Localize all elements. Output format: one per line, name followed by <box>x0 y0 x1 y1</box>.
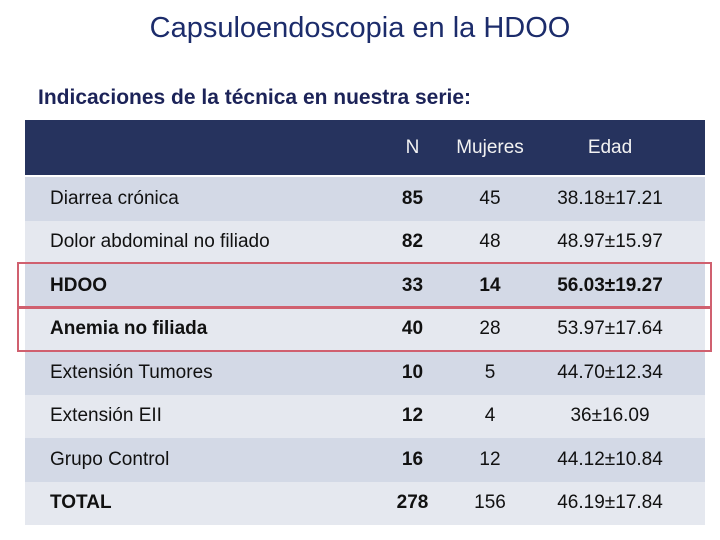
table-cell: 44.12±10.84 <box>557 448 663 470</box>
highlight-box <box>17 262 712 309</box>
table-cell: 16 <box>401 448 424 470</box>
table-row: Anemia no filiada 40 28 53.97±17.64 <box>25 307 705 351</box>
header-row: N Mujeres Edad <box>25 120 705 175</box>
table-cell: 53.97±17.64 <box>557 318 663 340</box>
table-cell: 278 <box>396 492 429 514</box>
table-cell: 12 <box>401 405 424 427</box>
table-row: TOTAL 278 156 46.19±17.84 <box>25 481 705 525</box>
table-cell: Extensión EII <box>50 405 162 427</box>
table-cell: 36±16.09 <box>570 405 650 427</box>
table-cell: Extensión Tumores <box>50 361 213 383</box>
column-header: Mujeres <box>456 136 524 158</box>
table-cell: 33 <box>401 274 424 296</box>
table-cell: 10 <box>401 361 424 383</box>
table-row: Diarrea crónica 85 45 38.18±17.21 <box>25 177 705 221</box>
highlight-box <box>17 305 712 352</box>
table-cell: 45 <box>479 187 501 209</box>
table-cell: 85 <box>401 187 424 209</box>
table-cell: 14 <box>479 274 501 296</box>
table-row: Grupo Control 16 12 44.12±10.84 <box>25 438 705 482</box>
column-header: N <box>405 136 420 158</box>
table-row: Extensión Tumores 10 5 44.70±12.34 <box>25 351 705 395</box>
slide-title: Capsuloendoscopia en la HDOO <box>149 12 571 44</box>
table: N Mujeres Edad Diarrea crónica 85 45 38.18±17.… <box>25 120 705 526</box>
table-cell: 156 <box>474 492 506 514</box>
table-cell: 40 <box>401 318 424 340</box>
table-row: HDOO 33 14 56.03±19.27 <box>25 264 705 308</box>
table-row: Dolor abdominal no filiado 82 48 48.97±15.9… <box>25 220 705 264</box>
table-cell: 48 <box>479 231 501 253</box>
table-cell: TOTAL <box>50 492 112 514</box>
table-cell: 82 <box>401 231 424 253</box>
column-header: Edad <box>587 136 633 158</box>
table-cell: Dolor abdominal no filiado <box>50 231 270 253</box>
table-cell: 4 <box>484 405 496 427</box>
table-cell: 12 <box>479 448 501 470</box>
table-cell: Diarrea crónica <box>50 187 179 209</box>
table-cell: 56.03±19.27 <box>557 274 663 296</box>
table-row: Extensión EII 12 4 36±16.09 <box>25 394 705 438</box>
table-cell: 48.97±15.97 <box>557 231 663 253</box>
table-cell: Anemia no filiada <box>50 318 208 340</box>
table-cell: 46.19±17.84 <box>557 492 663 514</box>
table-cell: 38.18±17.21 <box>557 187 663 209</box>
table-cell: 28 <box>479 318 501 340</box>
table-cell: Grupo Control <box>50 448 170 470</box>
table-cell: 44.70±12.34 <box>557 361 663 383</box>
slide-subtitle: Indicaciones de la técnica en nuestra se… <box>38 86 472 109</box>
table-cell: HDOO <box>50 274 107 296</box>
table-cell: 5 <box>484 361 496 383</box>
